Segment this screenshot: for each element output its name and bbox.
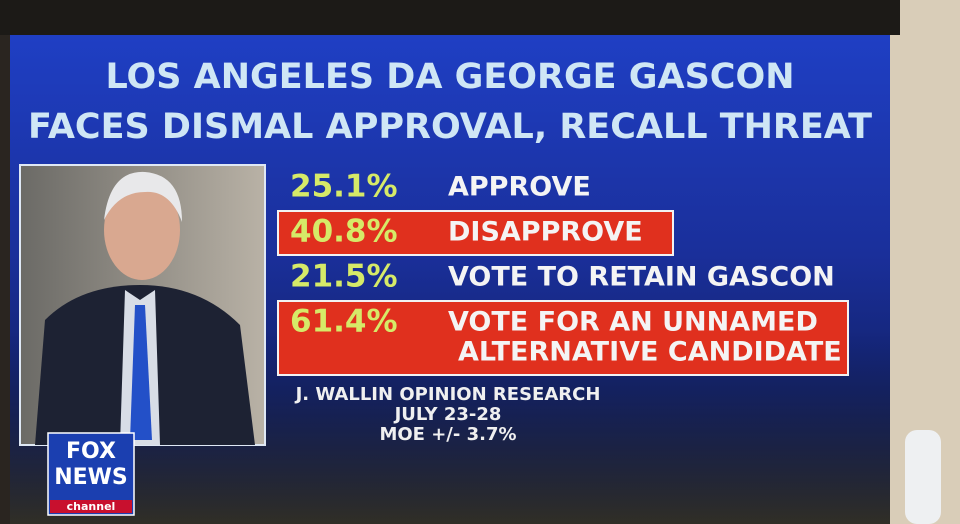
label: APPROVE [448,172,591,203]
highlight-box [277,300,849,376]
logo-news: NEWS [54,465,128,490]
logo-channel: channel [67,500,116,513]
label: VOTE FOR AN UNNAMED [448,307,818,338]
label: VOTE TO RETAIN GASCON [448,262,835,293]
logo-fox: FOX [66,439,116,464]
fox-logo: FOX NEWS channel [47,432,135,516]
percent: 25.1% [290,169,398,205]
title-line: LOS ANGELES DA GEORGE GASCON [105,57,794,97]
title-line: FACES DISMAL APPROVAL, RECALL THREAT [28,107,872,147]
percent: 21.5% [290,259,398,295]
highlight-box [277,210,674,256]
source-line: MOE +/- 3.7% [379,424,516,445]
label: DISAPPROVE [448,217,643,248]
source-line: JULY 23-28 [393,404,502,425]
source-line: J. WALLIN OPINION RESEARCH [294,384,601,405]
label: ALTERNATIVE CANDIDATE [458,337,842,368]
percent: 40.8% [290,214,398,250]
bottle [905,430,941,524]
percent: 61.4% [290,304,398,340]
photo [19,164,266,446]
tv-bezel [0,0,900,35]
